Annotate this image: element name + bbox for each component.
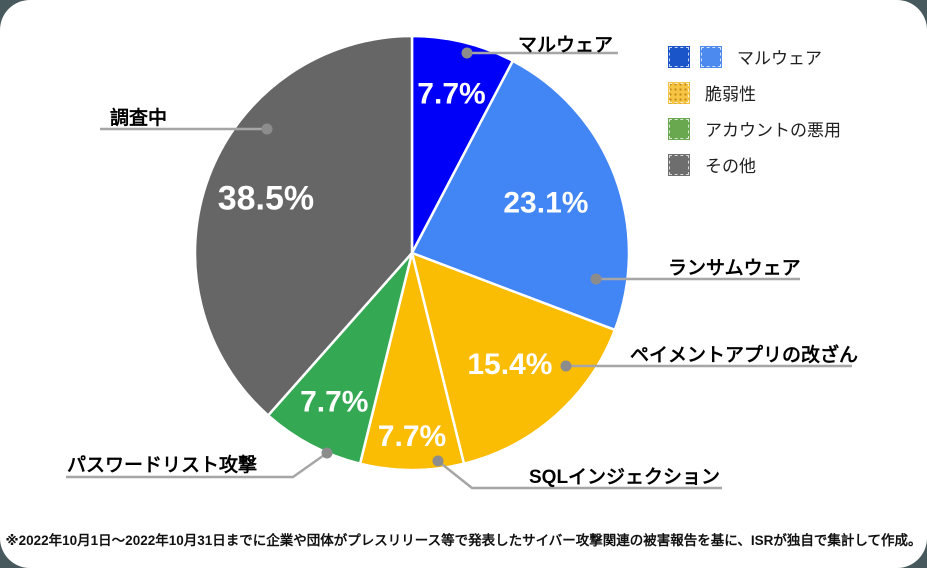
legend: マルウェア脆弱性アカウントの悪用 その他 (668, 44, 841, 177)
callout-dot-malware (461, 47, 473, 59)
callout-label-password-list: パスワードリスト攻撃 (67, 455, 258, 476)
legend-swatch (668, 153, 690, 176)
callout-line-sql-injection (437, 460, 722, 490)
pie-slice-4 (266, 251, 414, 465)
legend-label: マルウェア (737, 49, 822, 68)
pie-slice-3 (358, 251, 466, 472)
legend-item-0: マルウェア (668, 44, 841, 69)
slice-percent-label-0: 7.7% (417, 77, 485, 110)
legend-item-3: その他 (668, 152, 841, 177)
pie-slices-group (193, 34, 631, 472)
slice-percent-label-3: 7.7% (378, 420, 446, 453)
legend-label: アカウントの悪用 (705, 121, 841, 140)
callout-dot-payment-app (560, 360, 572, 372)
legend-item-1: 脆弱性 (668, 80, 841, 105)
callout-line-password-list (66, 451, 328, 479)
pie-slice-1 (410, 59, 631, 332)
slice-percent-labels-group: 7.7% 23.1% 15.4% 7.7% 7.7% 38.5% (218, 77, 589, 452)
callout-dot-password-list (321, 447, 333, 459)
callout-label-ransomware: ランサムウェア (668, 258, 801, 279)
legend-swatch (668, 45, 690, 68)
legend-item-2: アカウントの悪用 (668, 116, 841, 141)
legend-swatch (668, 117, 690, 140)
callout-lines-group (66, 47, 852, 490)
callout-dot-investigating (261, 123, 273, 135)
callout-label-sql-injection: SQLインジェクション (529, 467, 721, 488)
legend-swatch (700, 45, 722, 68)
legend-label: その他 (705, 157, 756, 176)
pie-slice-5 (193, 34, 414, 417)
callout-dots-group (261, 47, 602, 467)
callout-dot-sql-injection (432, 455, 444, 467)
slice-percent-label-2: 15.4% (467, 348, 552, 381)
legend-swatch (668, 81, 690, 104)
callout-label-malware: マルウェア (518, 35, 614, 56)
source-note: ※2022年10月1日～2022年10月31日までに企業や団体がプレスリリース等… (5, 533, 922, 548)
callout-dot-ransomware (590, 273, 602, 285)
slice-percent-label-1: 23.1% (503, 187, 588, 220)
callout-label-payment-app: ペイメントアプリの改ざん (630, 345, 859, 366)
pie-slice-0 (410, 34, 515, 255)
legend-label: 脆弱性 (705, 85, 756, 104)
slice-percent-label-5: 38.5% (218, 180, 314, 218)
slice-percent-label-4: 7.7% (300, 386, 368, 419)
callout-label-investigating: 調査中 (110, 108, 168, 129)
pie-slice-2 (410, 251, 617, 465)
